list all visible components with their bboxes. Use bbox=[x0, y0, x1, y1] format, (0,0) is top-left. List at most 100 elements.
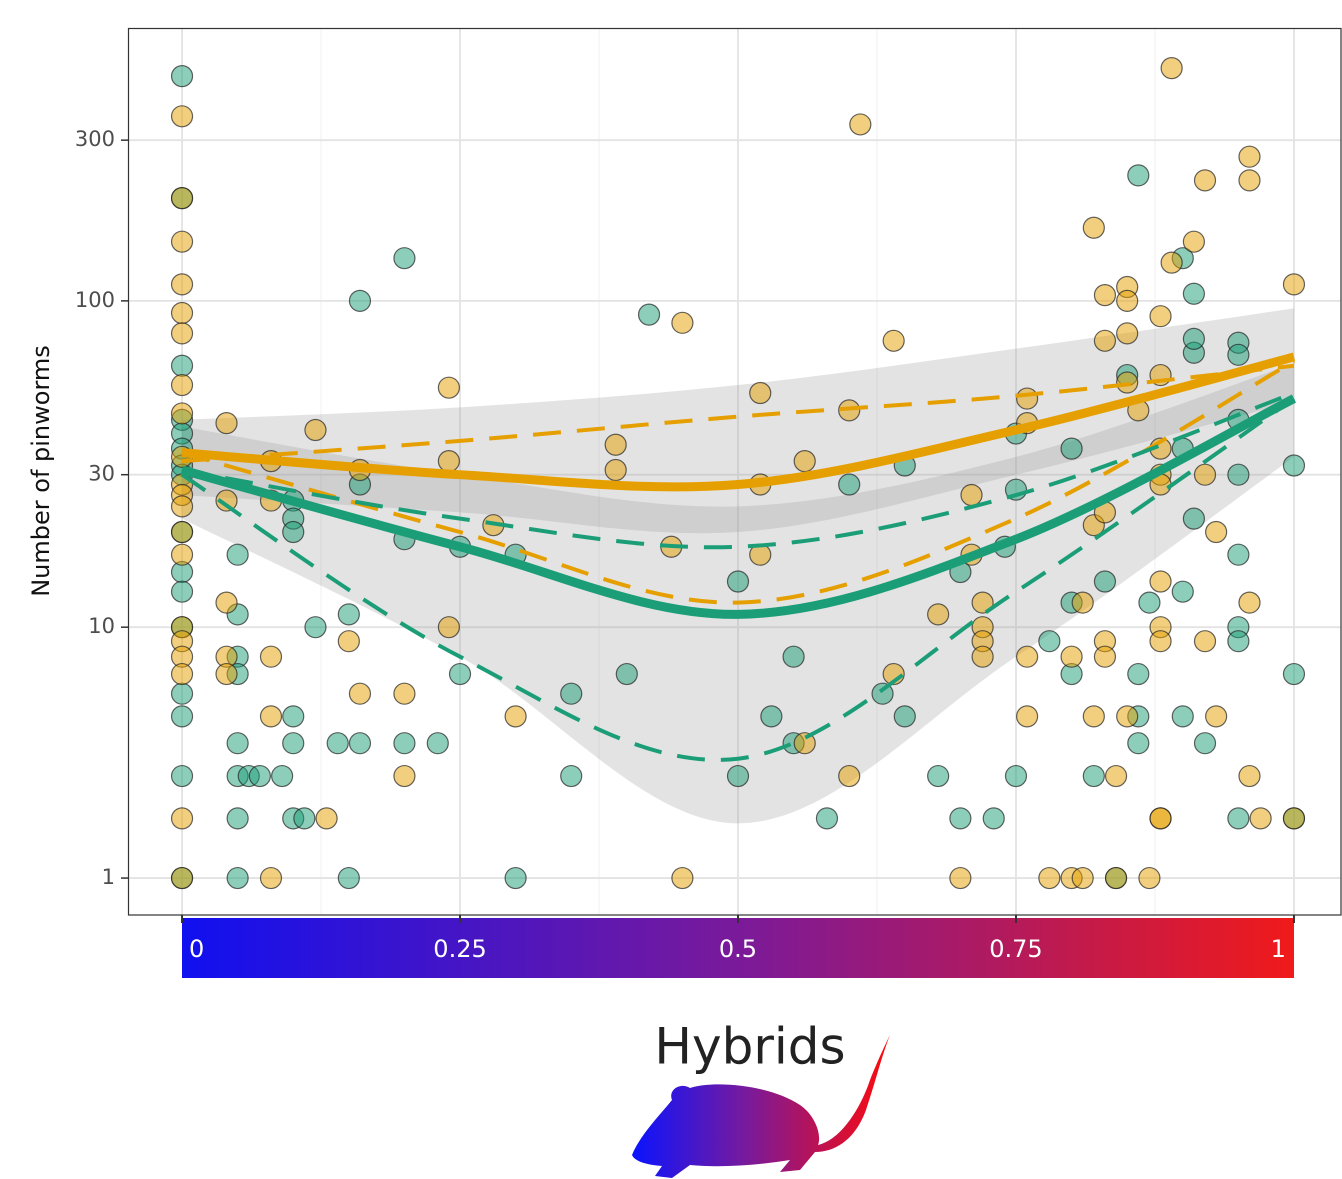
y-tick-label: 10 bbox=[88, 614, 115, 638]
point bbox=[1017, 388, 1038, 409]
point bbox=[1283, 808, 1304, 829]
point bbox=[1083, 217, 1104, 238]
point bbox=[839, 766, 860, 787]
point bbox=[1283, 664, 1304, 685]
point bbox=[216, 592, 237, 613]
point bbox=[227, 733, 248, 754]
point bbox=[283, 706, 304, 727]
point bbox=[172, 403, 193, 424]
point bbox=[1239, 766, 1260, 787]
point bbox=[172, 808, 193, 829]
point bbox=[1072, 868, 1093, 889]
point bbox=[1206, 522, 1227, 543]
point bbox=[605, 460, 626, 481]
point bbox=[983, 808, 1004, 829]
y-axis-label: Number of pinworms bbox=[27, 345, 55, 597]
point bbox=[1139, 592, 1160, 613]
point bbox=[616, 664, 637, 685]
point bbox=[672, 312, 693, 333]
point bbox=[1128, 733, 1149, 754]
point bbox=[750, 383, 771, 404]
point bbox=[283, 733, 304, 754]
point bbox=[260, 868, 281, 889]
point bbox=[1183, 283, 1204, 304]
point bbox=[172, 664, 193, 685]
point bbox=[1072, 592, 1093, 613]
point bbox=[349, 290, 370, 311]
point bbox=[1239, 170, 1260, 191]
point bbox=[172, 303, 193, 324]
point bbox=[728, 571, 749, 592]
point bbox=[1094, 285, 1115, 306]
point bbox=[1117, 290, 1138, 311]
point bbox=[883, 330, 904, 351]
point bbox=[950, 868, 971, 889]
x-tick-label: 0.5 bbox=[719, 935, 757, 963]
point bbox=[1039, 868, 1060, 889]
point bbox=[1228, 808, 1249, 829]
point bbox=[928, 766, 949, 787]
point bbox=[172, 188, 193, 209]
point bbox=[1283, 274, 1304, 295]
point bbox=[394, 683, 415, 704]
point bbox=[672, 868, 693, 889]
point bbox=[1094, 330, 1115, 351]
point bbox=[1061, 646, 1082, 667]
x-tick-label: 1 bbox=[1271, 935, 1286, 963]
point bbox=[394, 766, 415, 787]
point bbox=[172, 581, 193, 602]
point bbox=[1195, 464, 1216, 485]
point bbox=[272, 766, 293, 787]
point bbox=[172, 522, 193, 543]
point bbox=[1195, 170, 1216, 191]
point bbox=[1017, 706, 1038, 727]
point bbox=[305, 420, 326, 441]
x-tick-label: 0 bbox=[189, 935, 204, 963]
point bbox=[172, 323, 193, 344]
point bbox=[1228, 631, 1249, 652]
point bbox=[438, 451, 459, 472]
x-axis-label: Hybrids bbox=[654, 1018, 845, 1076]
point bbox=[394, 733, 415, 754]
point bbox=[450, 664, 471, 685]
point bbox=[338, 604, 359, 625]
point bbox=[1150, 571, 1171, 592]
x-tick-label: 0.25 bbox=[433, 935, 486, 963]
point bbox=[427, 733, 448, 754]
point bbox=[349, 683, 370, 704]
point bbox=[216, 413, 237, 434]
point bbox=[1250, 808, 1271, 829]
point bbox=[316, 808, 337, 829]
point bbox=[1228, 544, 1249, 565]
point bbox=[1106, 868, 1127, 889]
point bbox=[1128, 664, 1149, 685]
point bbox=[260, 706, 281, 727]
point bbox=[505, 706, 526, 727]
y-tick-label: 1 bbox=[102, 865, 115, 889]
point bbox=[1195, 631, 1216, 652]
point bbox=[961, 485, 982, 506]
point bbox=[950, 808, 971, 829]
point bbox=[172, 355, 193, 376]
point bbox=[1239, 146, 1260, 167]
point bbox=[761, 706, 782, 727]
point bbox=[850, 114, 871, 135]
y-tick-label: 30 bbox=[88, 462, 115, 486]
point bbox=[1228, 464, 1249, 485]
point bbox=[561, 683, 582, 704]
point bbox=[1139, 868, 1160, 889]
point bbox=[227, 544, 248, 565]
point bbox=[327, 733, 348, 754]
point bbox=[1195, 733, 1216, 754]
point bbox=[294, 808, 315, 829]
point bbox=[1017, 646, 1038, 667]
point bbox=[1150, 306, 1171, 327]
point bbox=[505, 868, 526, 889]
point bbox=[172, 496, 193, 517]
point bbox=[227, 808, 248, 829]
point bbox=[605, 434, 626, 455]
point bbox=[1094, 646, 1115, 667]
point bbox=[1094, 571, 1115, 592]
point bbox=[1083, 706, 1104, 727]
point bbox=[305, 617, 326, 638]
